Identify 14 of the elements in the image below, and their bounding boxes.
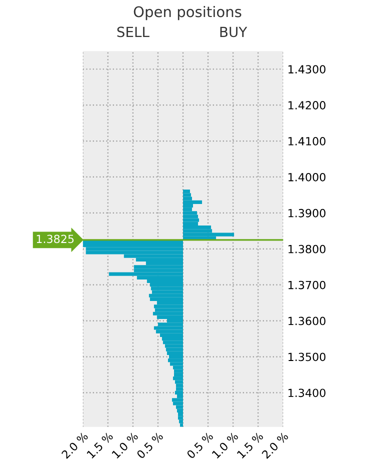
y-tick-label: 1.3400 [288,388,326,398]
y-tick-label: 1.3600 [288,316,326,326]
ref-line-label: 1.3825 [36,234,74,244]
y-tick-label: 1.4100 [288,137,326,146]
y-tick-label: 1.3700 [288,280,326,290]
y-tick-label: 1.3500 [288,352,326,362]
text: SELL [117,26,150,38]
y-tick-label: 1.3800 [288,244,326,254]
chart-title: Open positions [134,6,242,20]
y-tick-label: 1.4200 [288,101,326,110]
y-tick-label: 1.4300 [288,65,326,74]
y-tick-label: 1.3900 [288,208,326,218]
y-tick-label: 1.4000 [288,172,326,182]
text: BUY [220,26,248,38]
